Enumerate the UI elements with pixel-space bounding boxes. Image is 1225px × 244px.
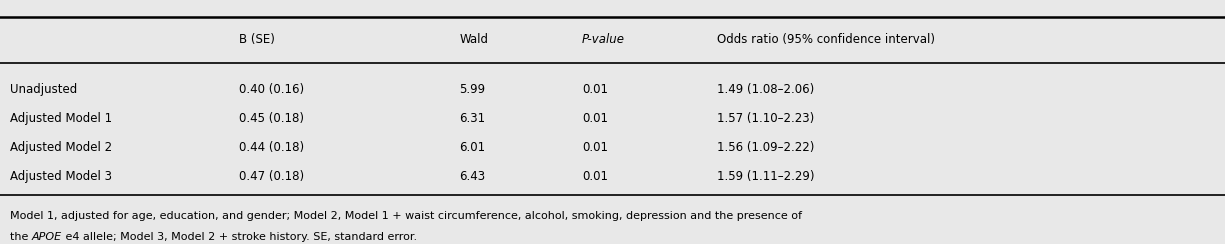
Text: 6.01: 6.01 xyxy=(459,141,485,154)
Text: Adjusted Model 3: Adjusted Model 3 xyxy=(10,170,111,183)
Text: 6.31: 6.31 xyxy=(459,112,485,125)
Text: 0.01: 0.01 xyxy=(582,112,608,125)
Text: 0.01: 0.01 xyxy=(582,141,608,154)
Text: 1.56 (1.09–2.22): 1.56 (1.09–2.22) xyxy=(717,141,813,154)
Text: Adjusted Model 2: Adjusted Model 2 xyxy=(10,141,111,154)
Text: the: the xyxy=(10,232,32,242)
Text: Odds ratio (95% confidence interval): Odds ratio (95% confidence interval) xyxy=(717,32,935,46)
Text: APOE: APOE xyxy=(32,232,61,242)
Text: 0.01: 0.01 xyxy=(582,82,608,96)
Text: 1.49 (1.08–2.06): 1.49 (1.08–2.06) xyxy=(717,82,813,96)
Text: B (SE): B (SE) xyxy=(239,32,274,46)
Text: 1.59 (1.11–2.29): 1.59 (1.11–2.29) xyxy=(717,170,815,183)
Text: Unadjusted: Unadjusted xyxy=(10,82,77,96)
Text: Model 1, adjusted for age, education, and gender; Model 2, Model 1 + waist circu: Model 1, adjusted for age, education, an… xyxy=(10,211,802,221)
Text: 0.47 (0.18): 0.47 (0.18) xyxy=(239,170,304,183)
Text: Adjusted Model 1: Adjusted Model 1 xyxy=(10,112,111,125)
Text: P-value: P-value xyxy=(582,32,625,46)
Text: 0.44 (0.18): 0.44 (0.18) xyxy=(239,141,304,154)
Text: Wald: Wald xyxy=(459,32,489,46)
Text: 5.99: 5.99 xyxy=(459,82,485,96)
Text: 0.40 (0.16): 0.40 (0.16) xyxy=(239,82,304,96)
Text: 1.57 (1.10–2.23): 1.57 (1.10–2.23) xyxy=(717,112,813,125)
Text: 0.01: 0.01 xyxy=(582,170,608,183)
Text: 0.45 (0.18): 0.45 (0.18) xyxy=(239,112,304,125)
Text: 6.43: 6.43 xyxy=(459,170,485,183)
Text: e4 allele; Model 3, Model 2 + stroke history. SE, standard error.: e4 allele; Model 3, Model 2 + stroke his… xyxy=(61,232,417,242)
